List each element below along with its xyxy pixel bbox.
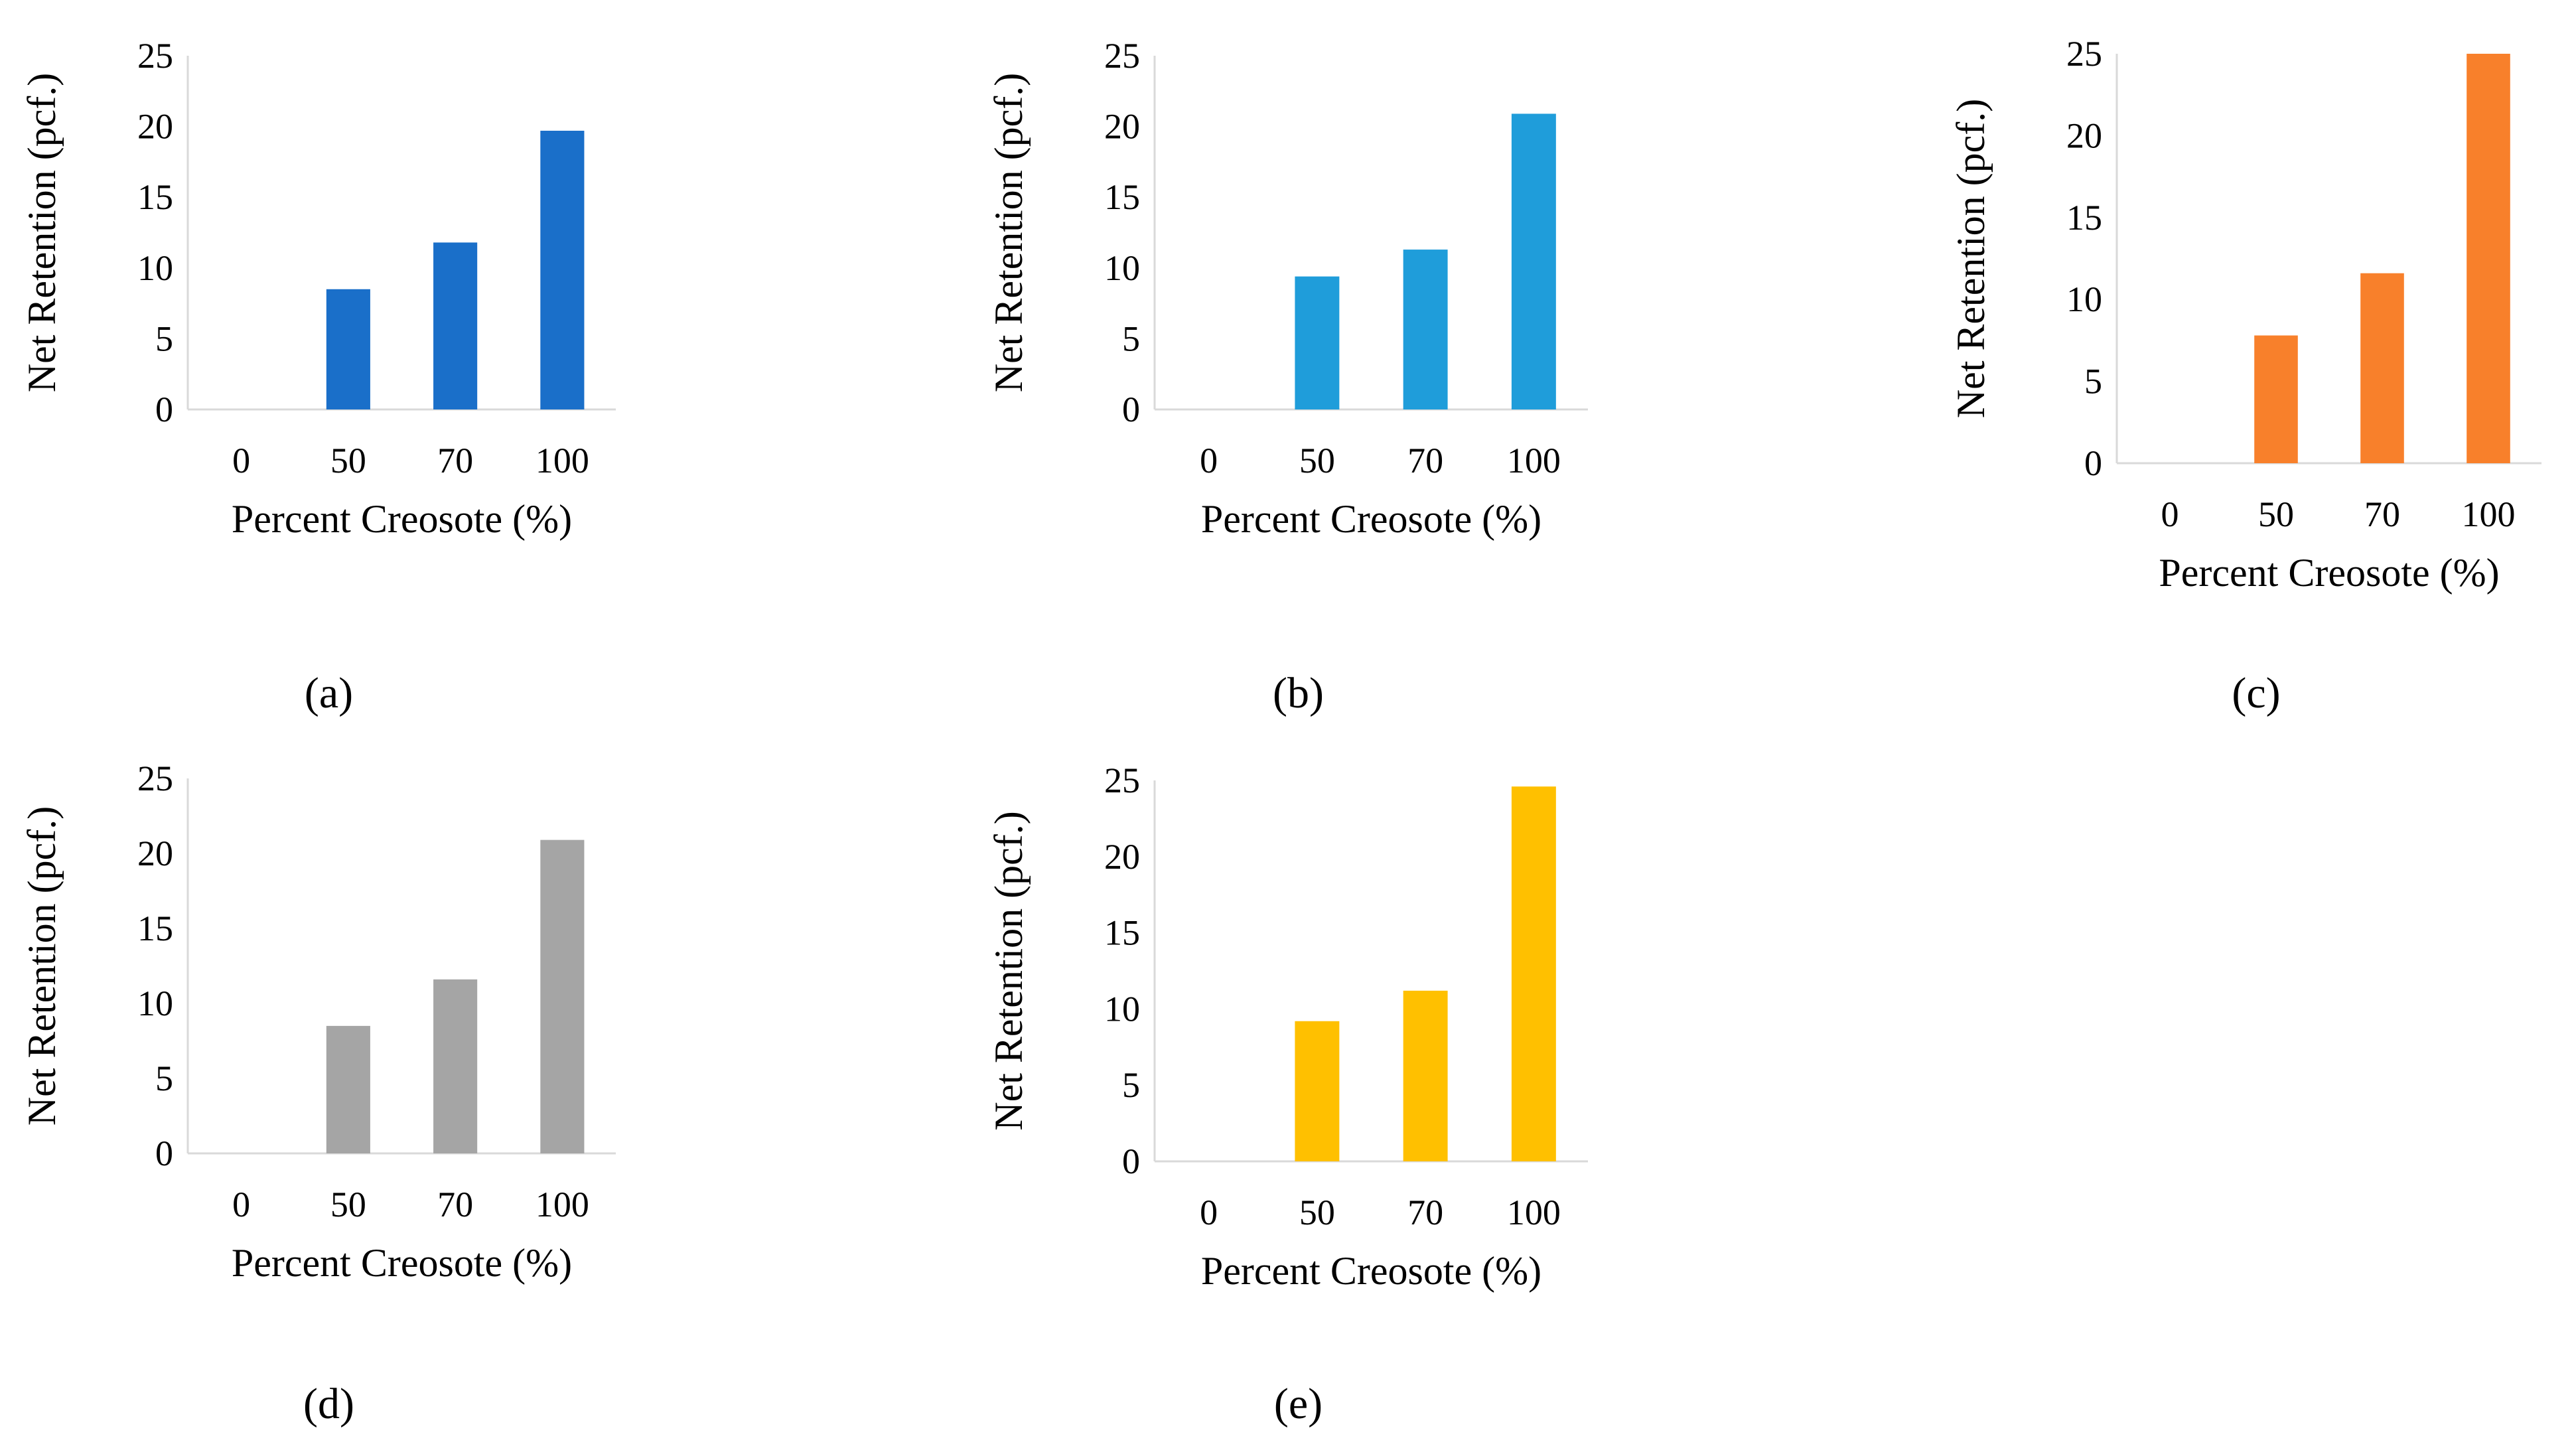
y-tick-label: 25	[137, 36, 173, 76]
y-tick-label: 20	[1104, 107, 1140, 147]
x-tick-label: 0	[232, 1185, 250, 1224]
panel-label: (d)	[303, 1380, 354, 1428]
y-tick-label: 10	[1104, 989, 1140, 1029]
y-tick-label: 5	[155, 1058, 173, 1098]
bar-100	[2467, 54, 2510, 463]
y-tick-label: 0	[1122, 390, 1140, 429]
y-tick-label: 0	[2084, 443, 2102, 483]
bar-70	[1403, 990, 1448, 1161]
x-tick-label: 70	[1407, 1193, 1443, 1232]
bar-100	[540, 130, 585, 409]
y-tick-label: 10	[2066, 279, 2102, 319]
y-tick-label: 20	[137, 834, 173, 873]
bar-100	[1511, 786, 1556, 1161]
y-tick-label: 0	[155, 390, 173, 429]
y-tick-label: 0	[155, 1133, 173, 1173]
x-tick-label: 70	[437, 1185, 473, 1224]
x-tick-label: 70	[2364, 494, 2400, 534]
bar-70	[433, 979, 478, 1153]
x-tick-label: 50	[1299, 1193, 1335, 1232]
y-axis-title: Net Retention (pcf.)	[20, 73, 64, 393]
y-tick-label: 10	[137, 983, 173, 1023]
panel-label: (a)	[305, 669, 353, 717]
panel-label: (b)	[1273, 669, 1324, 717]
y-tick-label: 5	[155, 319, 173, 358]
y-tick-label: 0	[1122, 1141, 1140, 1181]
bar-100	[540, 839, 585, 1153]
y-tick-label: 25	[1104, 761, 1140, 800]
y-tick-label: 20	[2066, 115, 2102, 155]
x-tick-label: 50	[330, 441, 366, 480]
y-axis-title: Net Retention (pcf.)	[987, 73, 1031, 393]
y-tick-label: 25	[1104, 36, 1140, 76]
y-axis-title: Net Retention (pcf.)	[987, 811, 1031, 1131]
bar-50	[1295, 276, 1340, 409]
y-tick-label: 25	[2066, 34, 2102, 74]
y-tick-label: 15	[137, 177, 173, 217]
bar-50	[326, 1025, 370, 1153]
bar-70	[2360, 273, 2404, 463]
y-tick-label: 20	[1104, 837, 1140, 877]
y-tick-label: 5	[1122, 1065, 1140, 1105]
bar-70	[1403, 250, 1448, 409]
x-tick-label: 0	[1200, 1193, 1218, 1232]
chart-panel-c: 0 5 10 15 20 25 0 50 70 100 Percent Creosote (%) Ne…	[1949, 34, 2541, 717]
y-axis-title: Net Retention (pcf.)	[1949, 99, 1993, 419]
x-tick-label: 70	[437, 441, 473, 480]
x-tick-label: 100	[1507, 1193, 1561, 1232]
y-tick-label: 15	[137, 909, 173, 948]
x-tick-label: 0	[232, 441, 250, 480]
y-tick-label: 20	[137, 107, 173, 147]
y-tick-label: 25	[137, 759, 173, 798]
x-tick-label: 50	[1299, 441, 1335, 480]
y-tick-label: 5	[1122, 319, 1140, 358]
x-axis-title: Percent Creosote (%)	[232, 497, 572, 541]
x-axis-title: Percent Creosote (%)	[1201, 1249, 1541, 1293]
chart-panel-b: 0 5 10 15 20 25 0 50 70 100 Percent Creosote (%) Ne…	[987, 36, 1588, 717]
x-tick-label: 0	[2161, 494, 2179, 534]
y-tick-label: 15	[1104, 177, 1140, 217]
y-tick-label: 10	[137, 248, 173, 288]
y-tick-label: 15	[2066, 198, 2102, 238]
chart-panel-e: 0 5 10 15 20 25 0 50 70 100 Percent Creosote (%) Ne…	[987, 761, 1588, 1428]
y-tick-label: 10	[1104, 248, 1140, 288]
x-tick-label: 50	[2258, 494, 2294, 534]
bar-50	[2254, 335, 2298, 463]
panel-label: (e)	[1274, 1380, 1323, 1428]
x-tick-label: 100	[1507, 441, 1561, 480]
panel-label: (c)	[2232, 669, 2280, 717]
x-tick-label: 100	[2462, 494, 2516, 534]
x-axis-title: Percent Creosote (%)	[2159, 551, 2499, 595]
bar-50	[326, 289, 370, 409]
bar-100	[1511, 113, 1556, 410]
x-tick-label: 100	[536, 1185, 589, 1224]
x-tick-label: 50	[330, 1185, 366, 1224]
y-axis-title: Net Retention (pcf.)	[20, 806, 64, 1126]
x-axis-title: Percent Creosote (%)	[1201, 497, 1541, 541]
bar-70	[433, 242, 478, 409]
chart-panel-a: 0 5 10 15 20 25 0 50 70 100 Percent Creosote (%) Ne…	[20, 36, 616, 717]
x-axis-title: Percent Creosote (%)	[232, 1241, 572, 1285]
bar-50	[1295, 1021, 1340, 1161]
x-tick-label: 0	[1200, 441, 1218, 480]
y-tick-label: 15	[1104, 913, 1140, 953]
chart-panel-d: 0 5 10 15 20 25 0 50 70 100 Percent Creosote (%) Ne…	[20, 759, 616, 1428]
y-tick-label: 5	[2084, 362, 2102, 401]
x-tick-label: 70	[1407, 441, 1443, 480]
x-tick-label: 100	[536, 441, 589, 480]
